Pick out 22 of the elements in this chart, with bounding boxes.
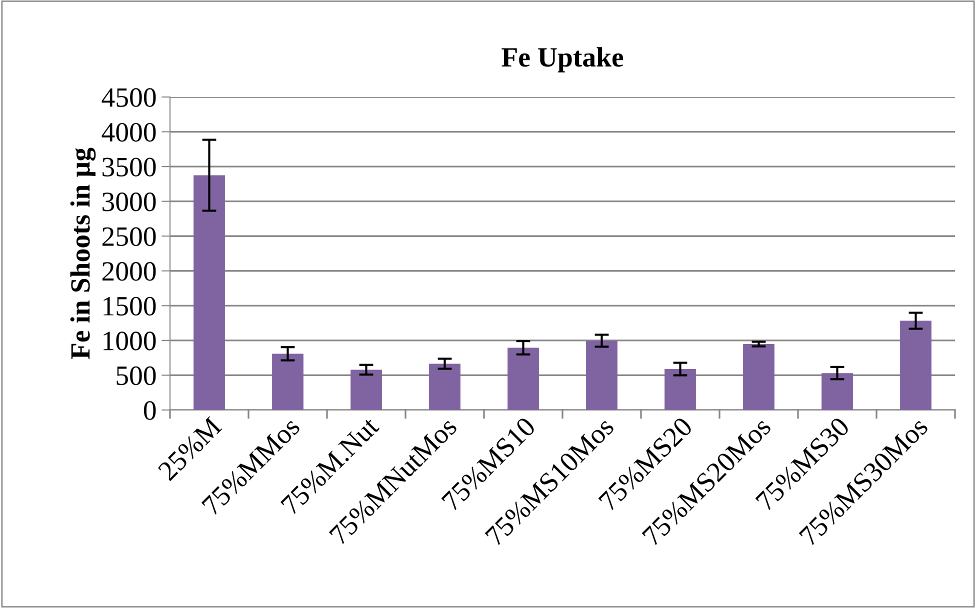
y-tick-label: 1000 <box>104 332 156 350</box>
bar <box>508 348 539 410</box>
y-tick-label: 4000 <box>102 122 156 142</box>
y-axis-title: Fe in Shoots in µg <box>70 148 96 360</box>
y-tick-label: 2500 <box>102 227 156 246</box>
bar <box>272 354 304 410</box>
y-tick-label: 3500 <box>102 158 156 176</box>
y-tick-label: 0 <box>144 401 156 420</box>
bar <box>586 340 618 410</box>
y-tick-label: 3000 <box>102 192 156 212</box>
y-tick-label: 1500 <box>104 296 156 316</box>
chart-title: Fe Uptake <box>502 47 624 72</box>
bar <box>194 175 225 410</box>
bar <box>664 369 696 410</box>
bar <box>350 370 382 410</box>
y-tick-label: 4500 <box>102 88 156 107</box>
bar <box>429 364 460 410</box>
y-tick-label: 500 <box>116 366 156 386</box>
bar <box>822 373 853 410</box>
bar <box>900 320 932 410</box>
bar <box>743 344 774 410</box>
y-tick-label: 2000 <box>102 262 156 281</box>
